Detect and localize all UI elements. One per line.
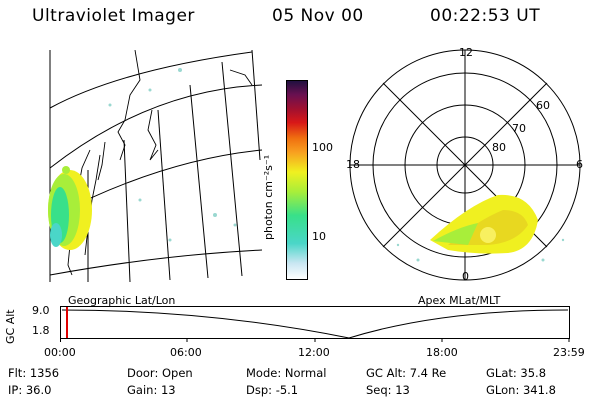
geographic-map-panel (48, 50, 263, 283)
timeline-x-tick-0600: 06:00 (170, 346, 202, 359)
gain-readout: Gain: 13 (127, 383, 176, 397)
timeline-y-tick-low: 1.8 (32, 324, 50, 337)
timeline-x-tick-1800: 18:00 (426, 346, 458, 359)
glon-label: GLon: (486, 383, 520, 397)
map-label: Geographic Lat/Lon (68, 294, 176, 307)
coastlines (67, 50, 253, 276)
timeline-x-tick-0000: 00:00 (44, 346, 76, 359)
instrument-title: Ultraviolet Imager (32, 6, 195, 26)
date-label: 05 Nov 00 (272, 6, 364, 26)
polar-mlt-left: 18 (346, 158, 360, 171)
time-label: 00:22:53 UT (430, 6, 541, 26)
gain-value: 13 (160, 383, 176, 397)
flt-readout: Flt: 1356 (8, 366, 59, 380)
ip-readout: IP: 36.0 (8, 383, 51, 397)
polar-label: Apex MLat/MLT (418, 294, 501, 307)
timeline-frame (60, 306, 570, 339)
glat-readout: GLat: 35.8 (486, 366, 546, 380)
polar-emission (430, 194, 538, 254)
polar-lat-60: 60 (536, 99, 550, 112)
dsp-value: -5.1 (275, 383, 299, 397)
timeline-x-tick-1200: 12:00 (298, 346, 330, 359)
map-emission (48, 166, 92, 250)
flt-value: 1356 (29, 366, 60, 380)
mode-readout: Mode: Normal (246, 366, 326, 380)
timeline-plot (60, 306, 570, 342)
glon-value: 341.8 (522, 383, 556, 397)
mode-value: Normal (284, 366, 327, 380)
colorbar (286, 80, 308, 280)
polar-mlt-top: 12 (459, 46, 473, 59)
gcalt-readout: GC Alt: 7.4 Re (366, 366, 446, 380)
gcalt-value: 7.4 Re (409, 366, 447, 380)
gain-label: Gain: (127, 383, 158, 397)
colorbar-unit-label: photon cm⁻²s⁻¹ (262, 154, 275, 240)
colorbar-tick-100: 100 (312, 141, 333, 154)
timeline-x-ticks (60, 339, 570, 342)
ip-label: IP: (8, 383, 23, 397)
timeline-y-tick-high: 9.0 (32, 304, 50, 317)
door-value: Open (161, 366, 193, 380)
glon-readout: GLon: 341.8 (486, 383, 556, 397)
polar-lat-70: 70 (512, 122, 526, 135)
polar-mlt-bottom: 0 (462, 270, 469, 283)
seq-value: 13 (395, 383, 410, 397)
colorbar-tick-10: 10 (312, 230, 326, 243)
polar-map-panel (349, 49, 581, 281)
gcalt-label: GC Alt: (366, 366, 407, 380)
seq-label: Seq: (366, 383, 392, 397)
flt-label: Flt: (8, 366, 27, 380)
dsp-label: Dsp: (246, 383, 273, 397)
polar-lat-80: 80 (492, 141, 506, 154)
map-grid (49, 50, 263, 283)
door-readout: Door: Open (127, 366, 193, 380)
timeline-y-title: GC Alt (4, 309, 17, 344)
dsp-readout: Dsp: -5.1 (246, 383, 298, 397)
mode-label: Mode: (246, 366, 282, 380)
polar-noise-speckles (396, 238, 565, 262)
map-noise-speckles (108, 68, 237, 242)
gc-alt-curve (61, 309, 569, 339)
seq-readout: Seq: 13 (366, 383, 410, 397)
glat-label: GLat: (486, 366, 517, 380)
polar-mlt-right: 6 (576, 158, 583, 171)
glat-value: 35.8 (520, 366, 547, 380)
ip-value: 36.0 (25, 383, 52, 397)
timeline-x-tick-2359: 23:59 (553, 346, 585, 359)
door-label: Door: (127, 366, 159, 380)
